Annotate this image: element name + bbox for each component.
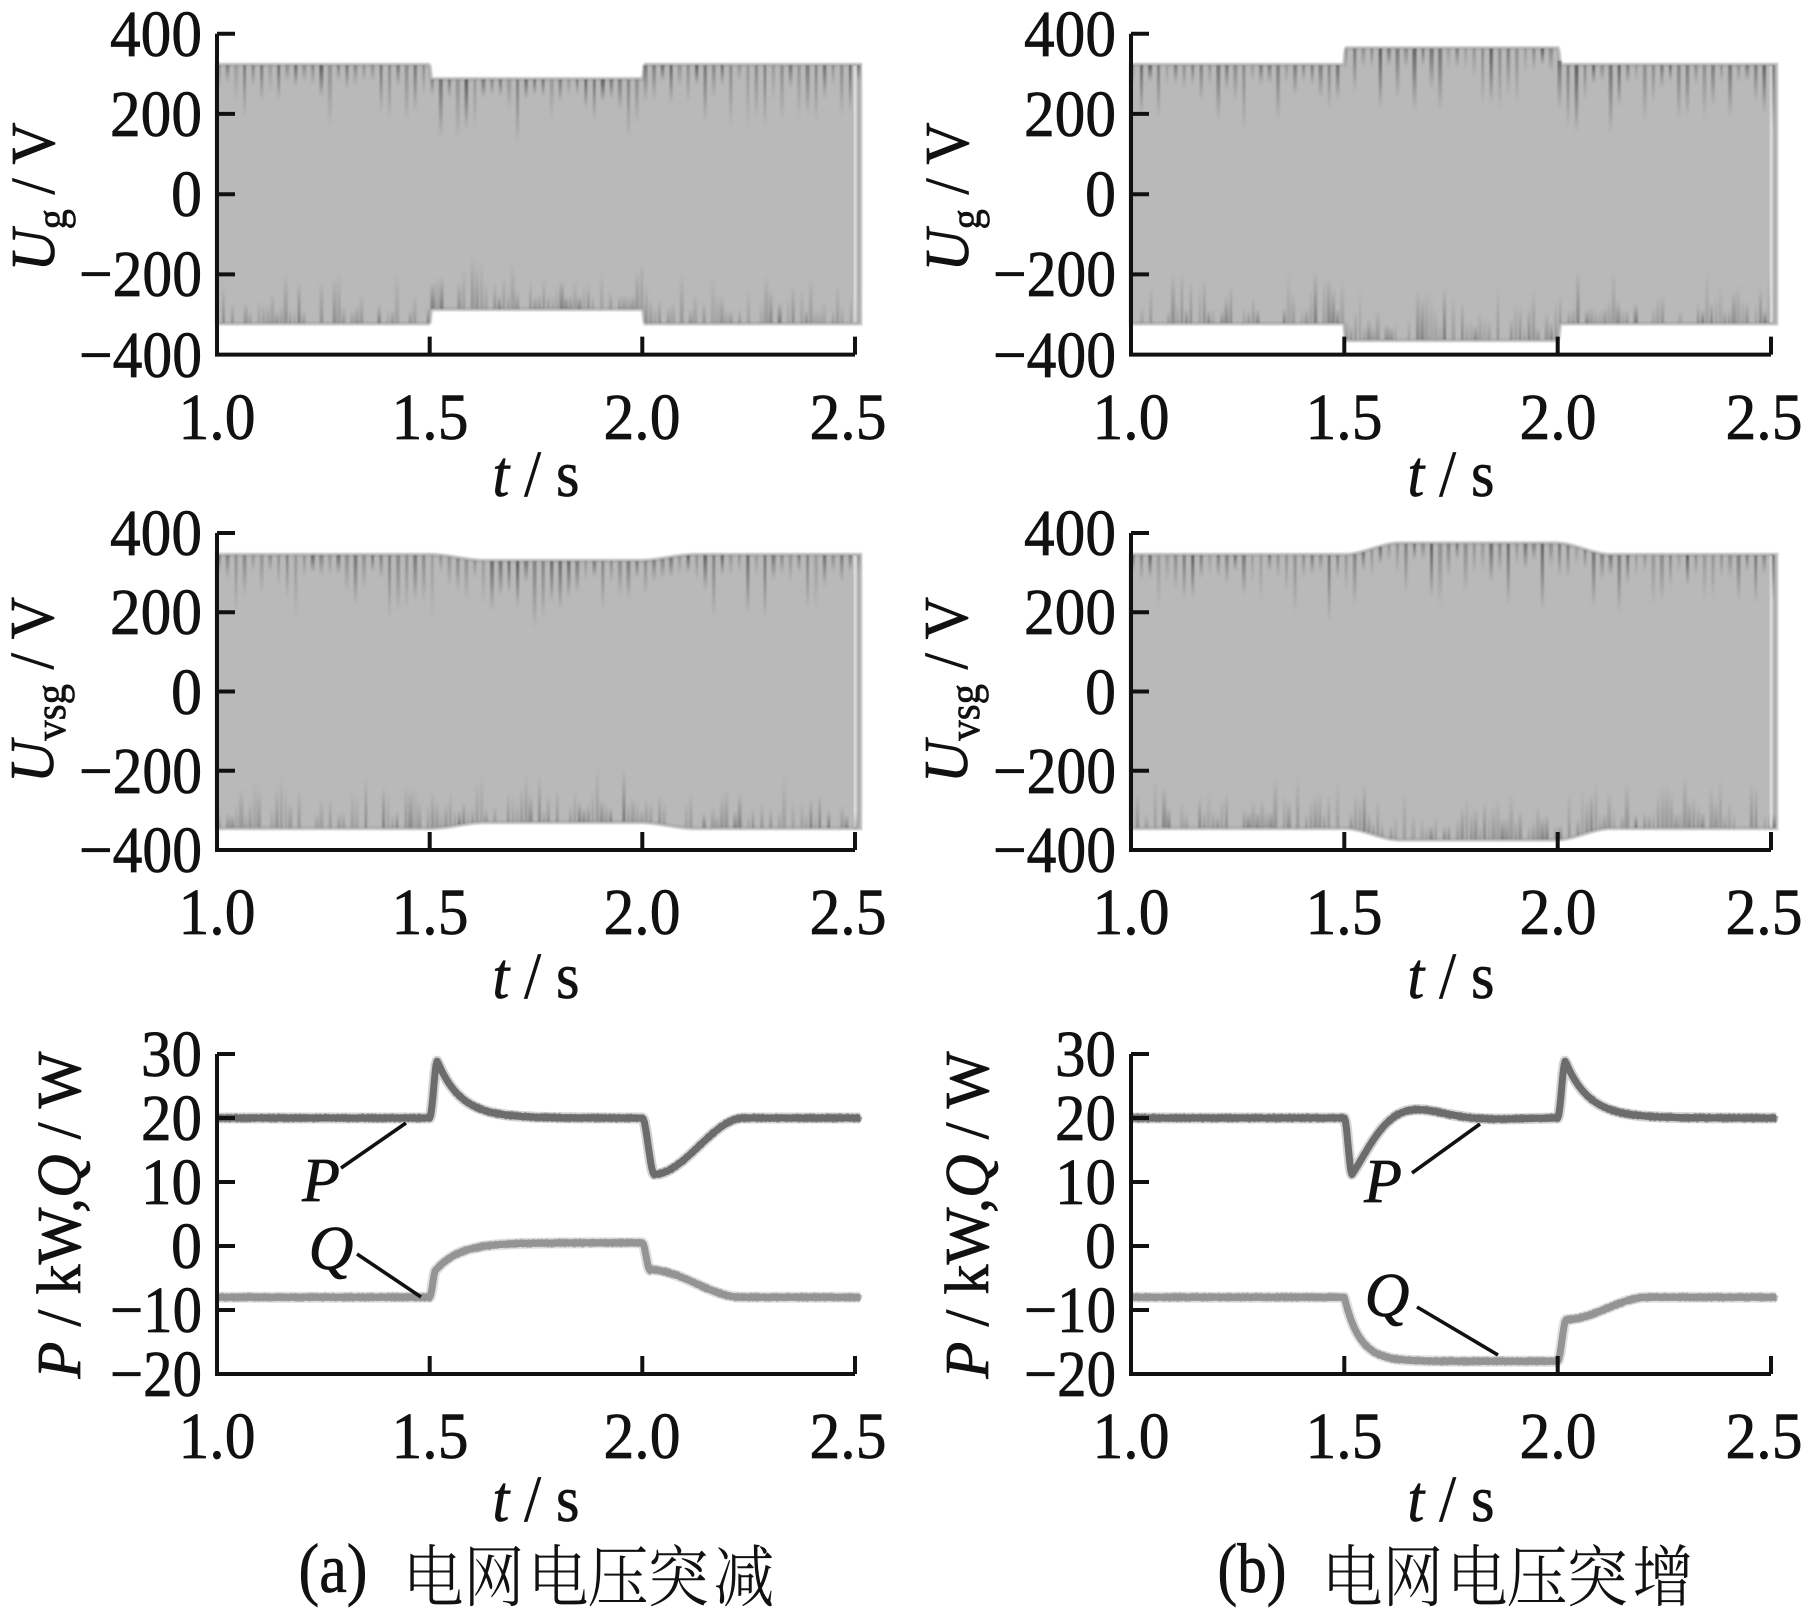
- svg-text:(a): (a): [299, 1531, 368, 1608]
- svg-text:t / s: t / s: [493, 438, 580, 511]
- svg-text:t / s: t / s: [1408, 1463, 1495, 1536]
- svg-text:1.5: 1.5: [1306, 1400, 1383, 1473]
- svg-text:1.0: 1.0: [179, 876, 256, 949]
- svg-text:400: 400: [110, 497, 202, 570]
- svg-text:P: P: [1363, 1148, 1402, 1216]
- svg-text:0: 0: [171, 158, 202, 231]
- svg-text:2.0: 2.0: [1520, 1400, 1597, 1473]
- svg-text:1.0: 1.0: [1093, 381, 1170, 454]
- svg-text:1.0: 1.0: [179, 1400, 256, 1473]
- svg-text:−20: −20: [1024, 1338, 1116, 1411]
- svg-text:2.5: 2.5: [810, 381, 887, 454]
- svg-text:Q: Q: [309, 1215, 354, 1283]
- svg-text:−10: −10: [110, 1274, 202, 1347]
- svg-text:30: 30: [1055, 1018, 1116, 1091]
- svg-text:20: 20: [1055, 1082, 1116, 1155]
- svg-text:P: P: [301, 1147, 340, 1215]
- svg-text:1.5: 1.5: [392, 876, 469, 949]
- svg-text:2.0: 2.0: [604, 1400, 681, 1473]
- svg-text:t / s: t / s: [493, 1463, 580, 1536]
- svg-text:2.0: 2.0: [604, 381, 681, 454]
- svg-text:t / s: t / s: [493, 940, 580, 1013]
- svg-text:30: 30: [141, 1018, 202, 1091]
- svg-text:−200: −200: [79, 735, 202, 808]
- svg-text:(b): (b): [1218, 1531, 1287, 1608]
- svg-text:10: 10: [141, 1146, 202, 1219]
- svg-text:0: 0: [1085, 1210, 1116, 1283]
- svg-text:2.5: 2.5: [1726, 876, 1803, 949]
- svg-text:−200: −200: [79, 238, 202, 311]
- svg-text:10: 10: [1055, 1146, 1116, 1219]
- svg-text:1.0: 1.0: [1093, 1400, 1170, 1473]
- svg-text:2.0: 2.0: [604, 876, 681, 949]
- svg-text:2.5: 2.5: [1726, 1400, 1803, 1473]
- svg-text:20: 20: [141, 1082, 202, 1155]
- svg-text:t / s: t / s: [1408, 438, 1495, 511]
- svg-text:200: 200: [110, 78, 202, 151]
- svg-text:1.0: 1.0: [1093, 876, 1170, 949]
- svg-text:t / s: t / s: [1408, 940, 1495, 1013]
- svg-text:Uvsg / V: Uvsg / V: [0, 597, 75, 783]
- svg-text:−400: −400: [79, 814, 202, 887]
- svg-text:2.5: 2.5: [1726, 381, 1803, 454]
- svg-text:−200: −200: [993, 238, 1116, 311]
- svg-text:0: 0: [1085, 656, 1116, 729]
- svg-text:1.0: 1.0: [179, 381, 256, 454]
- svg-text:P / kW,Q / W: P / kW,Q / W: [26, 1051, 94, 1379]
- svg-text:Q: Q: [1365, 1262, 1410, 1330]
- svg-text:2.0: 2.0: [1520, 381, 1597, 454]
- svg-text:−400: −400: [79, 319, 202, 392]
- svg-text:0: 0: [1085, 158, 1116, 231]
- svg-text:400: 400: [110, 0, 202, 71]
- svg-text:1.5: 1.5: [1306, 381, 1383, 454]
- svg-text:200: 200: [1024, 78, 1116, 151]
- svg-text:−20: −20: [110, 1338, 202, 1411]
- svg-text:1.5: 1.5: [392, 381, 469, 454]
- svg-text:P / kW,Q / W: P / kW,Q / W: [934, 1051, 1002, 1379]
- svg-text:Uvsg / V: Uvsg / V: [913, 597, 989, 783]
- svg-text:2.0: 2.0: [1520, 876, 1597, 949]
- svg-text:2.5: 2.5: [810, 1400, 887, 1473]
- svg-text:0: 0: [171, 1210, 202, 1283]
- svg-text:−400: −400: [993, 319, 1116, 392]
- svg-text:Ug / V: Ug / V: [914, 122, 990, 271]
- svg-text:200: 200: [1024, 576, 1116, 649]
- svg-text:−200: −200: [993, 735, 1116, 808]
- svg-text:−10: −10: [1024, 1274, 1116, 1347]
- svg-text:400: 400: [1024, 0, 1116, 71]
- svg-text:1.5: 1.5: [1306, 876, 1383, 949]
- svg-text:400: 400: [1024, 497, 1116, 570]
- svg-text:200: 200: [110, 576, 202, 649]
- svg-text:0: 0: [171, 656, 202, 729]
- svg-text:−400: −400: [993, 814, 1116, 887]
- svg-text:Ug / V: Ug / V: [0, 122, 76, 271]
- svg-text:1.5: 1.5: [392, 1400, 469, 1473]
- svg-text:2.5: 2.5: [810, 876, 887, 949]
